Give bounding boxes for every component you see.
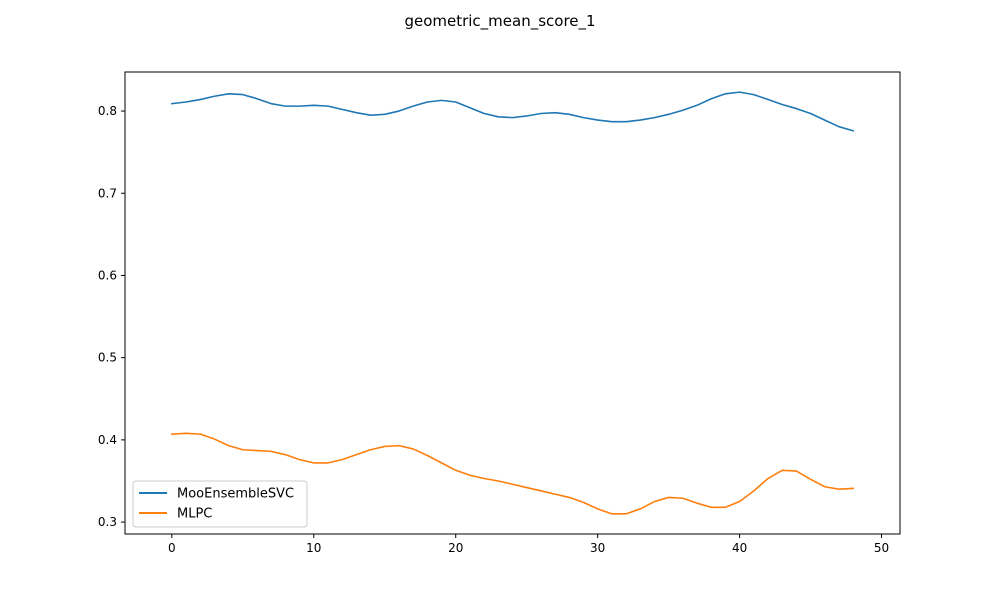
plot-frame [124, 71, 901, 535]
x-tick-label: 20 [448, 541, 463, 555]
series-line-mooensemblesvc [170, 91, 855, 132]
x-axis: 0 10 20 30 40 50 [168, 534, 889, 555]
y-tick-label: 0.6 [98, 268, 117, 282]
x-tick-label: 40 [732, 541, 747, 555]
y-tick-label: 0.3 [98, 515, 117, 529]
y-tick-label: 0.5 [98, 351, 117, 365]
series-layer [170, 91, 855, 515]
y-tick-label: 0.7 [98, 186, 117, 200]
legend-label-mooensemblesvc: MooEnsembleSVC [177, 487, 294, 502]
chart-title: geometric_mean_score_1 [404, 12, 595, 31]
legend-box [132, 480, 308, 528]
legend: MooEnsembleSVC MLPC [132, 480, 308, 528]
legend-label-mlpc: MLPC [177, 507, 212, 522]
y-tick-label: 0.8 [98, 104, 117, 118]
x-tick-label: 50 [874, 541, 889, 555]
y-tick-label: 0.4 [98, 433, 117, 447]
x-tick-label: 10 [306, 541, 321, 555]
x-tick-label: 30 [590, 541, 605, 555]
x-tick-label: 0 [168, 541, 176, 555]
y-axis: 0.3 0.4 0.5 0.6 0.7 0.8 [98, 104, 125, 529]
series-line-mlpc [170, 432, 855, 515]
